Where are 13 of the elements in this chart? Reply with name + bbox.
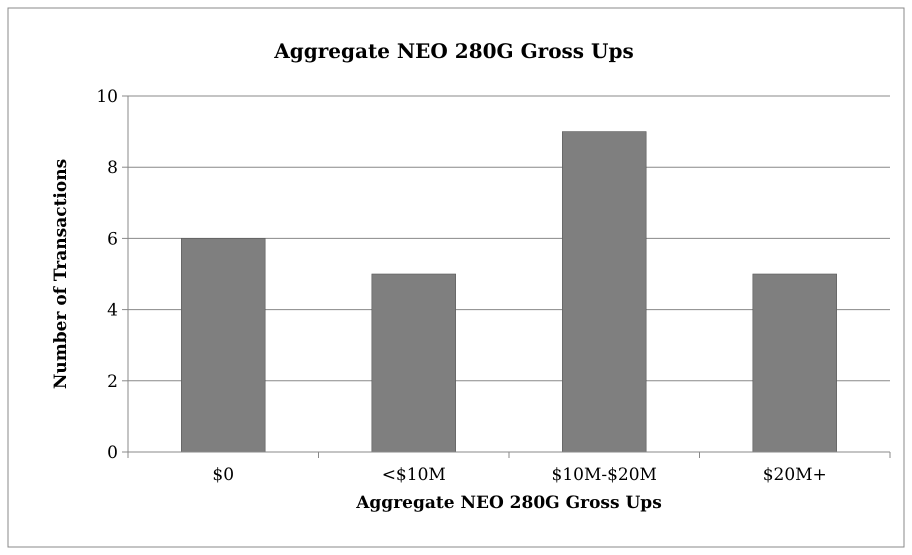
y-tick-label: 8 [107,158,118,178]
x-axis-title: Aggregate NEO 280G Gross Ups [355,493,662,513]
x-tick-label: $20M+ [762,465,827,485]
y-tick-label: 10 [96,86,118,107]
y-tick-label: 2 [107,372,118,392]
y-tick-label: 4 [107,300,118,321]
x-tick-label: $10M-$20M [552,465,657,485]
y-axis-title: Number of Transactions [51,158,71,390]
y-tick-label: 0 [107,442,118,463]
x-tick-label: <$10M [382,465,446,485]
chart-title: Aggregate NEO 280G Gross Ups [273,39,634,63]
x-tick-label: $0 [212,465,234,485]
y-tick-label: 6 [107,229,118,250]
